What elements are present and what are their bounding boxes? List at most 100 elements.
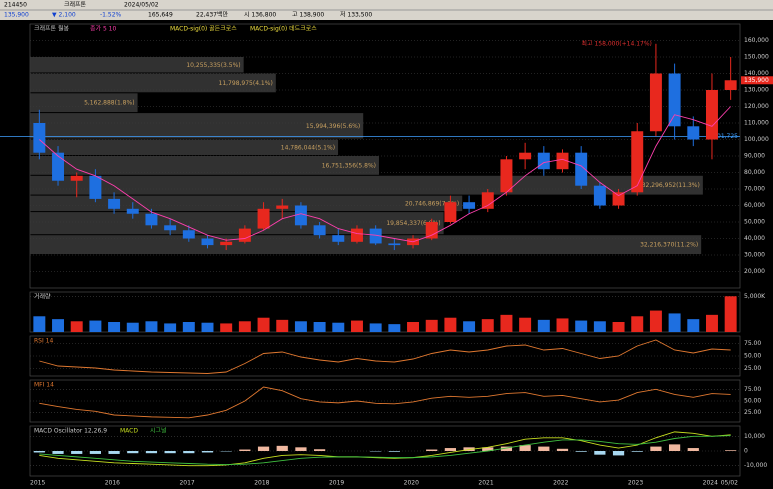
- y-tick-label: 90,000: [744, 153, 765, 160]
- toolbar-text[interactable]: 크래프톤: [64, 1, 87, 9]
- candle-body: [705, 90, 718, 140]
- x-tick-label: 05/02: [721, 480, 738, 487]
- series-line: [39, 339, 731, 374]
- last-price-tag: [741, 76, 773, 85]
- volume-bar: [313, 322, 326, 332]
- candle-body: [463, 202, 476, 209]
- volume-bar: [649, 310, 662, 332]
- series-line: [39, 435, 731, 465]
- y-tick-label: 150,000: [744, 54, 769, 61]
- x-tick-label: 2018: [254, 480, 269, 487]
- oscillator-bar: [556, 448, 569, 451]
- panel-frame: [29, 291, 741, 333]
- oscillator-bar: [444, 448, 456, 451]
- volume-profile-label: 5,162,888(1.8%): [84, 100, 134, 107]
- toolbar-text: 165,649: [148, 12, 173, 19]
- oscillator-bar: [314, 449, 326, 451]
- y-tick-label: -10,000: [744, 462, 767, 469]
- oscillator-bar: [388, 451, 400, 452]
- candle-body: [126, 208, 139, 214]
- candle-body: [612, 192, 625, 206]
- y-tick-label: 0: [744, 448, 748, 455]
- toolbar-text[interactable]: 214450: [4, 2, 27, 9]
- candle-body: [556, 152, 569, 170]
- volume-bar: [500, 314, 513, 332]
- x-tick-label: 2024: [703, 480, 718, 487]
- volume-profile-bar: [30, 139, 339, 155]
- candle-body: [33, 123, 46, 153]
- volume-bar: [724, 296, 737, 332]
- candle-body: [668, 73, 681, 127]
- series-line: [39, 386, 731, 419]
- oscillator-bar: [52, 451, 64, 454]
- candle-body: [70, 175, 83, 181]
- legend-entry: MACD-sig(0) 데드크로스: [250, 25, 317, 33]
- volume-profile-bar: [30, 93, 138, 113]
- y-tick-label: 10,000: [744, 433, 765, 440]
- y-tick-label: 50,000: [744, 219, 765, 226]
- oscillator-bar: [575, 451, 587, 452]
- volume-bar: [257, 317, 270, 332]
- y-tick-label: 25.00: [744, 409, 761, 416]
- candle-body: [649, 73, 662, 132]
- legend-entry: MFI 14: [34, 382, 54, 389]
- x-tick-label: 2016: [105, 480, 120, 487]
- volume-bar: [52, 319, 65, 332]
- y-tick-label: 80,000: [744, 169, 765, 176]
- volume-profile-label: 16,751,356(5.8%): [322, 162, 376, 169]
- oscillator-bar: [669, 444, 681, 451]
- y-tick-label: 100,000: [744, 136, 769, 143]
- candle-body: [350, 228, 363, 242]
- volume-bar: [350, 320, 363, 332]
- oscillator-bar: [127, 451, 139, 454]
- oscillator-bar: [612, 451, 625, 456]
- x-tick-label: 2020: [404, 480, 419, 487]
- candle-body: [276, 205, 289, 209]
- volume-bar: [220, 323, 233, 332]
- oscillator-bar: [482, 447, 494, 451]
- oscillator-bar: [650, 446, 662, 451]
- volume-profile-label: 14,786,044(5.1%): [281, 144, 335, 151]
- volume-profile-label: 19,854,337(6.9%): [386, 220, 440, 227]
- y-tick-label: 50.00: [744, 353, 761, 360]
- y-tick-label: 40,000: [744, 235, 765, 242]
- oscillator-bar: [71, 451, 83, 454]
- oscillator-bar: [164, 451, 176, 454]
- oscillator-bar: [426, 449, 438, 451]
- volume-bar: [276, 319, 289, 332]
- candle-body: [145, 213, 158, 226]
- volume-bar: [687, 319, 700, 332]
- volume-bar: [126, 322, 139, 332]
- candle-body: [537, 152, 550, 170]
- toolbar-text: 저 133,500: [340, 11, 372, 19]
- volume-profile-bar: [30, 195, 463, 212]
- oscillator-bar: [594, 451, 606, 455]
- x-tick-label: 2023: [628, 480, 643, 487]
- candle-body: [238, 228, 251, 242]
- volume-bar: [556, 318, 569, 332]
- volume-profile-bar: [30, 235, 702, 254]
- volume-bar: [481, 319, 494, 332]
- x-tick-label: 2017: [179, 480, 194, 487]
- toolbar-text[interactable]: 2024/05/02: [124, 2, 159, 9]
- y-tick-label: 130,000: [744, 87, 769, 94]
- volume-bar: [108, 322, 121, 332]
- y-tick-label: 5,000K: [744, 293, 766, 300]
- candle-body: [89, 175, 102, 199]
- toolbar-text: -1.52%: [100, 12, 122, 19]
- candle-body: [575, 152, 588, 186]
- candle-body: [519, 152, 532, 160]
- oscillator-bar: [295, 447, 307, 451]
- oscillator-bar: [145, 451, 158, 454]
- candle-body: [593, 185, 606, 206]
- x-tick-label: 2022: [553, 480, 568, 487]
- candle-body: [631, 131, 644, 193]
- volume-bar: [575, 320, 588, 332]
- y-tick-label: 75.00: [744, 386, 761, 393]
- volume-profile-label: 32,296,952(11.3%): [642, 182, 700, 189]
- y-tick-label: 30,000: [744, 252, 765, 259]
- volume-bar: [631, 316, 644, 332]
- oscillator-bar: [687, 448, 699, 451]
- volume-bar: [593, 321, 606, 332]
